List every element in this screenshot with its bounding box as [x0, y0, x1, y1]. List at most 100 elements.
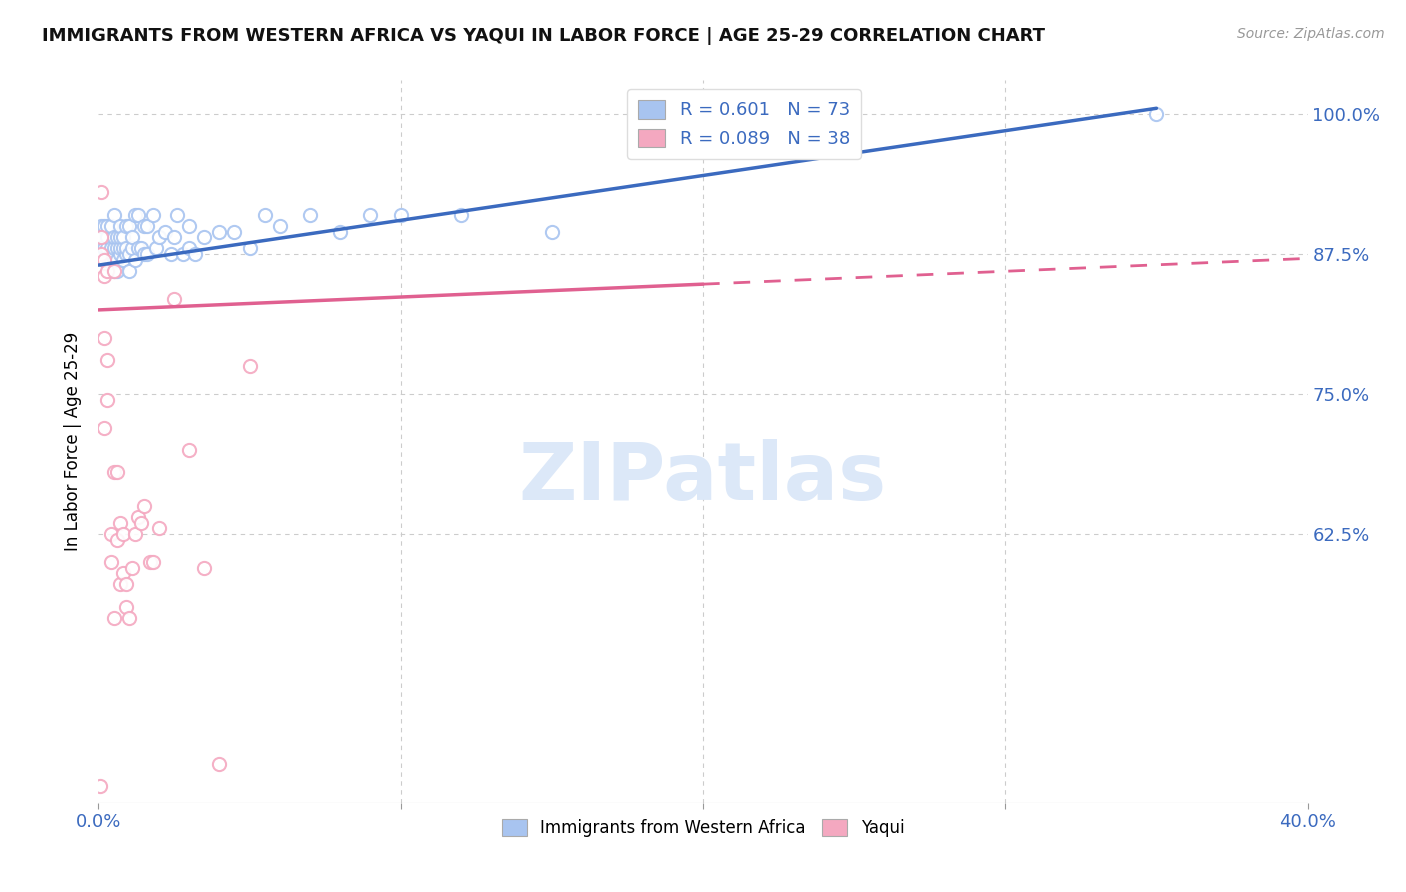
Point: [253, 208, 276, 222]
Point: [193, 560, 215, 574]
Point: [118, 611, 141, 625]
Point: [103, 247, 125, 261]
Point: [224, 225, 246, 239]
Point: [540, 225, 562, 239]
Point: [163, 230, 186, 244]
Point: [105, 252, 128, 267]
Text: Source: ZipAtlas.com: Source: ZipAtlas.com: [1237, 27, 1385, 41]
Point: [105, 263, 128, 277]
Y-axis label: In Labor Force | Age 25-29: In Labor Force | Age 25-29: [65, 332, 83, 551]
Point: [114, 219, 136, 233]
Point: [111, 566, 134, 581]
Point: [163, 292, 186, 306]
Point: [208, 225, 231, 239]
Point: [93, 241, 115, 255]
Point: [160, 247, 183, 261]
Point: [96, 219, 118, 233]
Point: [208, 756, 231, 771]
Point: [179, 219, 201, 233]
Point: [103, 241, 125, 255]
Point: [111, 527, 134, 541]
Point: [93, 420, 115, 434]
Point: [108, 241, 131, 255]
Point: [121, 230, 143, 244]
Point: [103, 263, 125, 277]
Point: [114, 247, 136, 261]
Point: [124, 208, 146, 222]
Point: [108, 516, 131, 530]
Point: [103, 466, 125, 480]
Point: [105, 230, 128, 244]
Point: [1144, 107, 1167, 121]
Point: [90, 247, 112, 261]
Point: [103, 230, 125, 244]
Point: [139, 555, 162, 569]
Point: [118, 247, 141, 261]
Point: [166, 208, 188, 222]
Point: [132, 247, 155, 261]
Point: [105, 533, 128, 547]
Point: [389, 208, 412, 222]
Point: [114, 577, 136, 591]
Point: [100, 555, 122, 569]
Point: [121, 560, 143, 574]
Point: [114, 599, 136, 614]
Point: [93, 252, 115, 267]
Point: [96, 247, 118, 261]
Point: [105, 466, 128, 480]
Text: IMMIGRANTS FROM WESTERN AFRICA VS YAQUI IN LABOR FORCE | AGE 25-29 CORRELATION C: IMMIGRANTS FROM WESTERN AFRICA VS YAQUI …: [42, 27, 1045, 45]
Point: [103, 263, 125, 277]
Point: [142, 555, 165, 569]
Point: [132, 499, 155, 513]
Point: [142, 208, 165, 222]
Point: [135, 247, 157, 261]
Point: [90, 241, 112, 255]
Point: [127, 208, 149, 222]
Point: [179, 241, 201, 255]
Point: [450, 208, 472, 222]
Point: [108, 577, 131, 591]
Point: [111, 241, 134, 255]
Point: [90, 219, 112, 233]
Point: [239, 359, 262, 373]
Point: [124, 252, 146, 267]
Point: [108, 230, 131, 244]
Point: [96, 353, 118, 368]
Point: [108, 219, 131, 233]
Point: [93, 219, 115, 233]
Point: [90, 230, 112, 244]
Point: [132, 219, 155, 233]
Point: [90, 186, 112, 200]
Text: ZIPatlas: ZIPatlas: [519, 439, 887, 516]
Point: [153, 225, 176, 239]
Point: [172, 247, 194, 261]
Point: [127, 510, 149, 524]
Point: [91, 247, 114, 261]
Point: [148, 521, 170, 535]
Point: [96, 392, 118, 407]
Point: [96, 230, 118, 244]
Point: [100, 527, 122, 541]
Point: [89, 779, 111, 793]
Point: [103, 252, 125, 267]
Point: [135, 219, 157, 233]
Point: [100, 247, 122, 261]
Point: [127, 241, 149, 255]
Point: [111, 252, 134, 267]
Point: [100, 219, 122, 233]
Point: [93, 331, 115, 345]
Legend: Immigrants from Western Africa, Yaqui: Immigrants from Western Africa, Yaqui: [494, 810, 912, 845]
Point: [100, 241, 122, 255]
Point: [129, 241, 152, 255]
Point: [193, 230, 215, 244]
Point: [148, 230, 170, 244]
Point: [179, 442, 201, 457]
Point: [269, 219, 291, 233]
Point: [105, 241, 128, 255]
Point: [100, 252, 122, 267]
Point: [96, 241, 118, 255]
Point: [111, 230, 134, 244]
Point: [96, 263, 118, 277]
Point: [118, 219, 141, 233]
Point: [93, 252, 115, 267]
